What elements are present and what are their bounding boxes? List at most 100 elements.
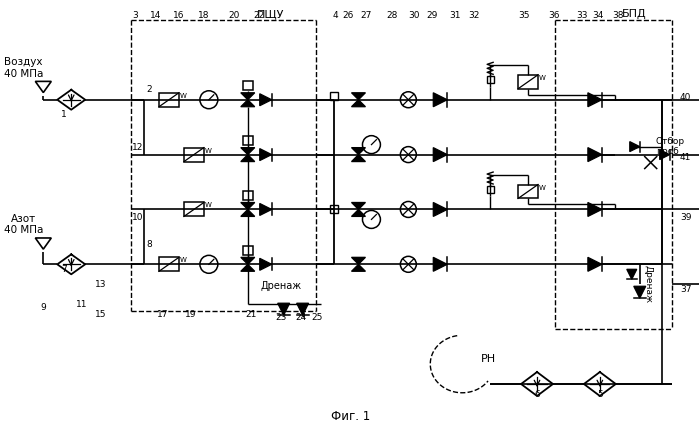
Text: Дренаж: Дренаж [643,265,652,303]
Text: Азот
40 МПа: Азот 40 МПа [3,214,43,235]
Polygon shape [588,202,602,216]
Bar [243,191,253,200]
Text: 31: 31 [449,11,461,20]
Polygon shape [588,257,602,271]
Text: Воздух
40 МПа: Воздух 40 МПа [3,57,43,79]
Circle shape [401,92,417,108]
Polygon shape [240,210,254,216]
Text: 29: 29 [426,11,438,20]
Text: 36: 36 [548,11,560,20]
Text: 34: 34 [592,11,603,20]
Text: 26: 26 [343,11,354,20]
Text: 14: 14 [150,11,161,20]
Circle shape [363,136,380,153]
Text: 30: 30 [409,11,420,20]
Text: 13: 13 [95,280,107,289]
Text: 12: 12 [132,143,144,152]
Text: 27: 27 [361,11,372,20]
Text: 10: 10 [132,213,144,222]
Bar [487,76,493,83]
Bar [243,81,253,90]
Text: 20: 20 [228,11,240,20]
Text: W: W [205,202,212,208]
Text: 38: 38 [612,11,624,20]
Text: W: W [205,147,212,153]
Text: 37: 37 [680,285,691,294]
Polygon shape [260,258,272,270]
Bar [184,202,204,216]
Text: 41: 41 [680,153,691,162]
Circle shape [200,255,218,273]
Polygon shape [352,100,366,107]
Bar [159,93,179,107]
Text: 35: 35 [518,11,530,20]
Circle shape [401,201,417,218]
Text: 23: 23 [275,313,287,322]
Text: 22: 22 [253,11,264,20]
Text: 40: 40 [680,93,691,102]
Text: 25: 25 [311,313,322,322]
Text: 3: 3 [132,11,138,20]
Text: 15: 15 [95,310,107,319]
Polygon shape [588,93,602,107]
Text: 8: 8 [146,240,152,249]
Polygon shape [260,149,272,161]
Polygon shape [260,204,272,215]
Text: 5: 5 [597,391,603,399]
Circle shape [200,91,218,109]
Polygon shape [36,81,51,93]
Circle shape [401,256,417,272]
Polygon shape [588,147,602,162]
Polygon shape [240,264,254,271]
Polygon shape [36,238,51,249]
Polygon shape [278,303,289,315]
Polygon shape [240,147,254,155]
Polygon shape [352,257,366,264]
Text: 1: 1 [62,110,67,119]
Text: 33: 33 [576,11,588,20]
Polygon shape [433,257,447,271]
Polygon shape [352,93,366,100]
Bar [518,184,538,198]
Polygon shape [240,93,254,100]
Polygon shape [296,303,308,315]
Text: Фиг. 1: Фиг. 1 [331,411,370,423]
Polygon shape [352,264,366,271]
Polygon shape [630,142,640,152]
Text: 21: 21 [245,310,257,319]
Polygon shape [352,202,366,210]
Polygon shape [240,100,254,107]
Text: 19: 19 [185,310,196,319]
Polygon shape [433,202,447,216]
Text: БПД: БПД [621,9,646,19]
Text: 9: 9 [41,303,46,312]
Polygon shape [627,269,637,279]
Circle shape [363,210,380,228]
Text: 6: 6 [534,391,540,399]
Text: 7: 7 [62,265,67,274]
Text: 39: 39 [680,213,691,222]
Polygon shape [660,150,670,159]
Polygon shape [352,147,366,155]
Text: 4: 4 [333,11,338,20]
Polygon shape [240,257,254,264]
Text: 11: 11 [75,300,87,309]
Text: РН: РН [481,354,496,364]
Text: ПЩУ: ПЩУ [257,9,284,19]
Text: W: W [539,184,546,190]
Polygon shape [240,202,254,210]
Text: 17: 17 [157,310,168,319]
Text: 18: 18 [198,11,210,20]
Text: W: W [180,257,187,264]
Circle shape [401,147,417,163]
Polygon shape [240,155,254,162]
Text: 16: 16 [173,11,185,20]
Polygon shape [352,155,366,162]
Bar [243,246,253,255]
Bar [487,186,493,193]
Text: 24: 24 [295,313,306,322]
Bar [159,257,179,271]
Polygon shape [433,93,447,107]
Bar [518,75,538,89]
Polygon shape [634,286,646,298]
